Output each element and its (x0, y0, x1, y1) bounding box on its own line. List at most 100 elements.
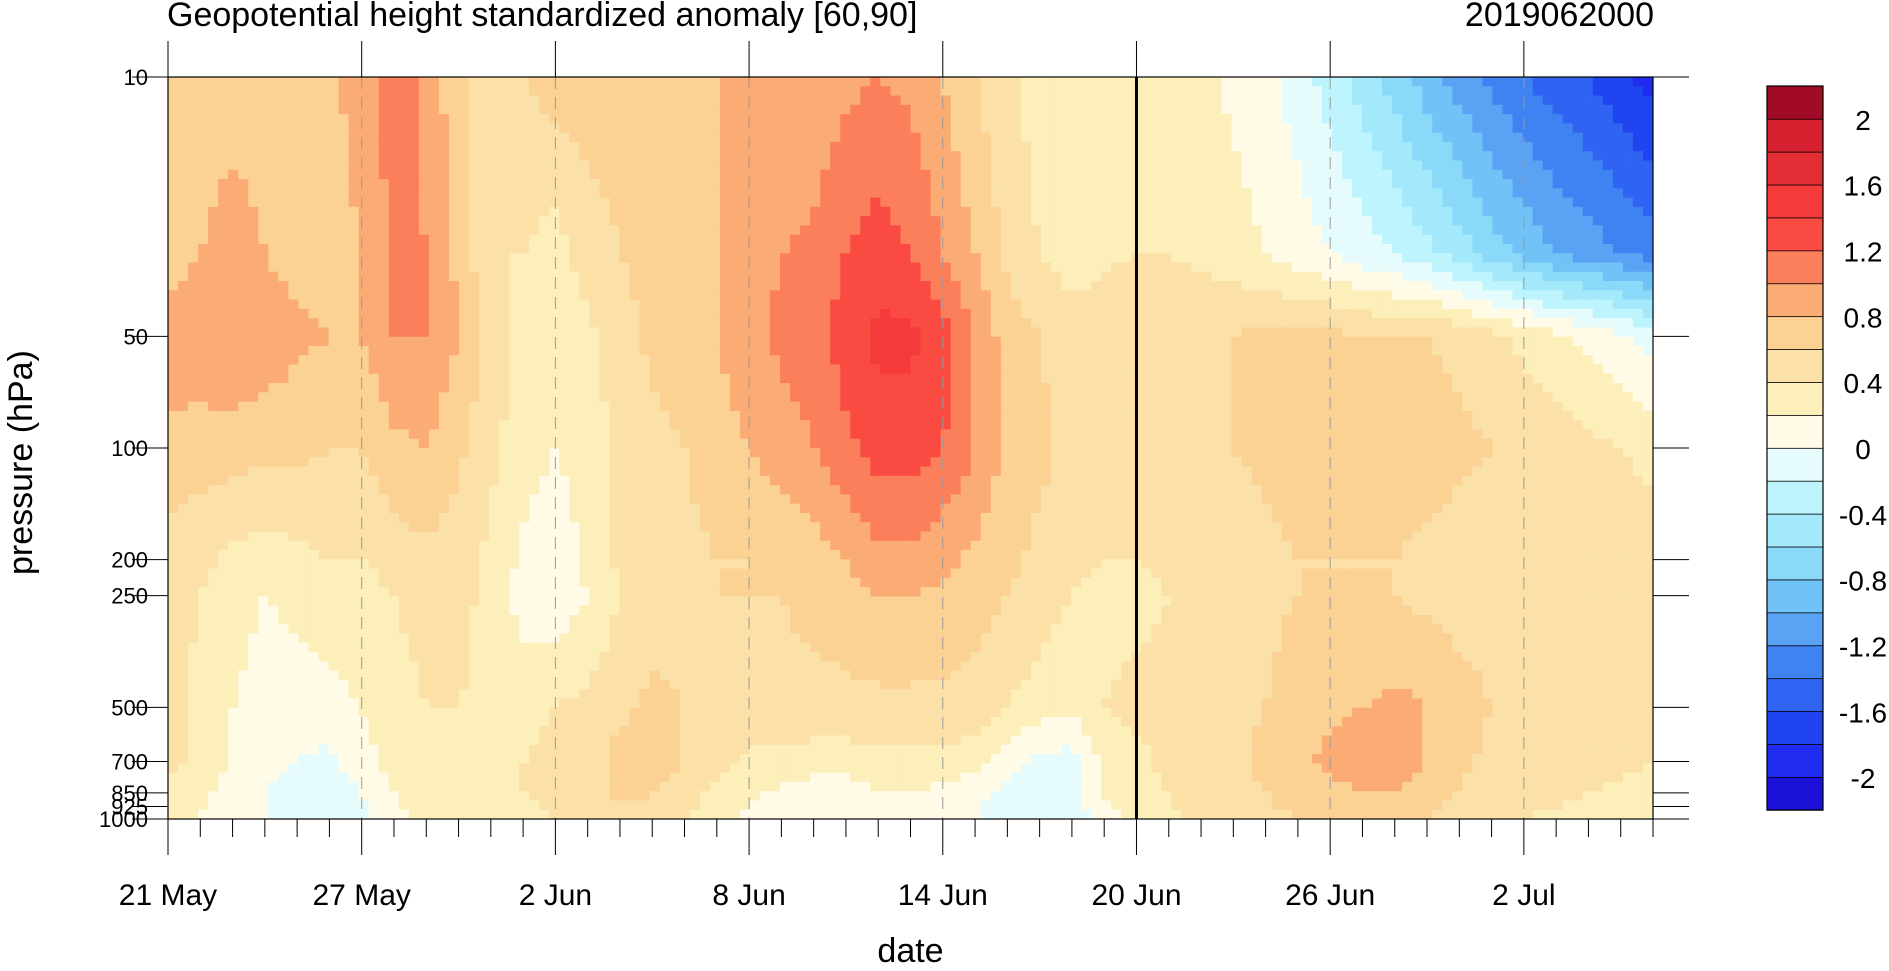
heatmap-cell (1532, 132, 1544, 143)
heatmap-cell (1341, 318, 1353, 329)
heatmap-cell (679, 114, 691, 125)
heatmap-cell (719, 216, 731, 227)
heatmap-cell (920, 243, 932, 254)
heatmap-cell (649, 299, 661, 310)
heatmap-cell (1081, 169, 1092, 180)
heatmap-cell (1111, 114, 1122, 125)
heatmap-cell (178, 290, 189, 301)
heatmap-cell (318, 188, 330, 199)
heatmap-cell (1111, 141, 1122, 152)
heatmap-cell (860, 345, 872, 356)
heatmap-cell (1141, 77, 1153, 87)
heatmap-cell (1281, 151, 1293, 162)
heatmap-cell (699, 141, 711, 152)
heatmap-cell (830, 383, 841, 394)
heatmap-cell (1452, 281, 1464, 292)
heatmap-cell (649, 160, 661, 171)
heatmap-cell (1161, 318, 1173, 329)
heatmap-cell (268, 179, 280, 189)
heatmap-cell (489, 141, 500, 152)
heatmap-cell (770, 95, 781, 106)
heatmap-cell (1111, 281, 1122, 292)
heatmap-cell (980, 169, 992, 180)
heatmap-cell (1321, 123, 1333, 134)
heatmap-cell (549, 336, 561, 347)
heatmap-cell (1040, 123, 1052, 134)
heatmap-cell (1241, 104, 1253, 115)
heatmap-cell (1341, 151, 1353, 162)
heatmap-cell (1141, 383, 1153, 394)
heatmap-cell (1301, 104, 1313, 115)
heatmap-cell (1402, 364, 1413, 375)
heatmap-cell (649, 77, 661, 87)
heatmap-cell (348, 345, 360, 356)
heatmap-cell (1442, 95, 1454, 106)
heatmap-cell (458, 197, 470, 208)
heatmap-cell (469, 336, 480, 347)
heatmap-cell (1341, 364, 1353, 375)
heatmap-cell (458, 345, 470, 356)
heatmap-cell (1251, 262, 1263, 273)
heatmap-cell (790, 281, 801, 292)
heatmap-cell (328, 373, 340, 384)
heatmap-cell (1612, 299, 1624, 310)
heatmap-cell (1532, 86, 1544, 97)
heatmap-cell (1101, 383, 1112, 394)
heatmap-cell (288, 197, 300, 208)
heatmap-cell (950, 216, 962, 227)
heatmap-cell (639, 345, 651, 356)
heatmap-cell (218, 336, 229, 347)
heatmap-cell (709, 160, 721, 171)
heatmap-cell (579, 104, 591, 115)
heatmap-cell (940, 216, 952, 227)
heatmap-cell (990, 132, 1002, 143)
heatmap-cell (709, 243, 721, 254)
heatmap-cell (599, 308, 611, 319)
heatmap-cell (1402, 132, 1413, 143)
heatmap-cell (168, 383, 179, 394)
heatmap-cell (790, 104, 801, 115)
heatmap-cell (559, 151, 571, 162)
heatmap-cell (1251, 383, 1263, 394)
heatmap-cell (1071, 243, 1082, 254)
heatmap-cell (1251, 355, 1263, 366)
heatmap-cell (1151, 345, 1163, 356)
heatmap-cell (1492, 336, 1504, 347)
heatmap-cell (418, 169, 430, 180)
heatmap-cell (549, 141, 561, 152)
heatmap-cell (1081, 327, 1092, 338)
heatmap-cell (1432, 281, 1443, 292)
heatmap-cell (1261, 383, 1273, 394)
heatmap-cell (1281, 104, 1293, 115)
heatmap-cell (178, 355, 189, 366)
heatmap-cell (1141, 197, 1153, 208)
heatmap-cell (739, 299, 751, 310)
heatmap-cell (258, 216, 270, 227)
heatmap-cell (1081, 345, 1092, 356)
heatmap-cell (1251, 206, 1263, 217)
heatmap-cell (1101, 281, 1112, 292)
heatmap-cell (458, 243, 470, 254)
heatmap-cell (1351, 77, 1363, 87)
heatmap-cell (228, 225, 239, 236)
heatmap-cell (1622, 262, 1634, 273)
heatmap-cell (1271, 318, 1283, 329)
heatmap-cell (840, 77, 851, 87)
heatmap-cell (1191, 188, 1203, 199)
heatmap-cell (709, 364, 721, 375)
heatmap-cell (719, 77, 731, 87)
heatmap-cell (1642, 299, 1653, 310)
heatmap-cell (830, 95, 841, 106)
heatmap-cell (388, 355, 400, 366)
heatmap-cell (1101, 225, 1112, 236)
heatmap-cell (719, 169, 731, 180)
heatmap-cell (1422, 336, 1433, 347)
heatmap-cell (1181, 86, 1193, 97)
heatmap-cell (188, 216, 199, 227)
heatmap-cell (1281, 197, 1293, 208)
heatmap-cell (940, 383, 952, 394)
heatmap-cell (178, 141, 189, 152)
heatmap-cell (1622, 243, 1634, 254)
heatmap-cell (458, 95, 470, 106)
heatmap-cell (539, 132, 550, 143)
